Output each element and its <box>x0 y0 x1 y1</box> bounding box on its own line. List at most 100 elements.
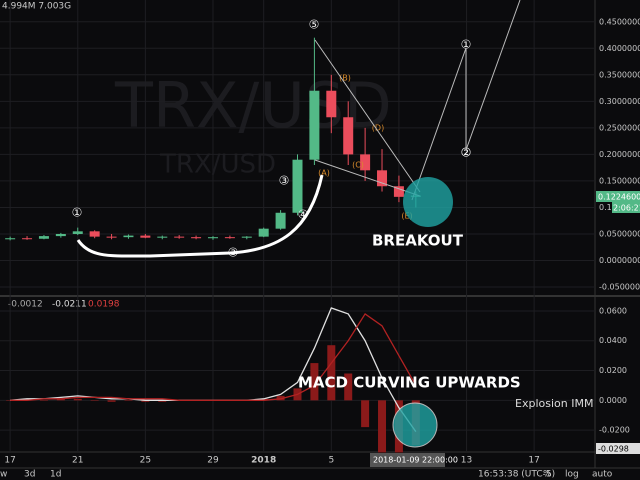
histogram-bar <box>276 395 285 401</box>
histogram-bar <box>259 398 268 401</box>
log-toggle[interactable]: log <box>565 470 579 480</box>
y-tick-label: 0.00000000 <box>599 256 640 265</box>
trend-lines <box>314 0 521 201</box>
volume: 4.994M 7.003G <box>2 2 71 12</box>
range-button[interactable]: 3d <box>24 470 35 480</box>
candle-body <box>140 235 151 238</box>
histogram-bar <box>141 400 150 402</box>
macd-highlight <box>392 402 438 448</box>
candle-body <box>292 159 303 213</box>
wave-label: (C) <box>352 161 364 170</box>
histogram-bar <box>378 400 387 453</box>
cup-curve <box>76 174 324 258</box>
histogram-bar <box>39 400 48 401</box>
last-price: 0.12246000 <box>598 193 640 202</box>
candle-body <box>393 186 404 197</box>
candle-body <box>106 236 117 238</box>
x-tick-label: 5 <box>328 456 334 466</box>
auto-toggle[interactable]: auto <box>592 470 613 480</box>
candle-body <box>123 235 134 238</box>
candle-body <box>275 212 286 229</box>
wave-label: ③ <box>279 174 290 188</box>
wave-label: (A) <box>318 169 330 178</box>
wave-label: (D) <box>372 124 384 133</box>
y-tick-label: 0.0600 <box>599 306 627 315</box>
candle-body <box>191 237 202 239</box>
candle-body <box>258 228 269 237</box>
candle-body <box>72 231 83 234</box>
macd-last: -0.0298 <box>598 445 629 454</box>
x-tick-label: 13 <box>461 456 472 466</box>
candle-body <box>157 236 168 238</box>
macd-value: -0.0012 <box>8 300 43 310</box>
x-tick-label: 17 <box>528 456 539 466</box>
histogram-bar <box>327 345 336 401</box>
x-tick-label: 25 <box>140 456 151 466</box>
candle-body <box>241 236 252 238</box>
percent-toggle[interactable]: % <box>543 470 552 480</box>
wave-label: ② <box>461 146 472 160</box>
histogram-bar <box>158 400 167 402</box>
candle-body <box>360 154 371 171</box>
y-tick-label: -0.0200 <box>599 426 630 435</box>
macd-value: -0.0211 <box>52 300 87 310</box>
indicator-label: Explosion IMM <box>515 397 593 410</box>
histogram-bar <box>361 400 370 428</box>
x-tick-label: 2018 <box>251 456 276 466</box>
wave-label: (E) <box>401 212 412 221</box>
histogram-bar <box>310 363 319 401</box>
candle-body <box>207 237 218 239</box>
macd-line <box>10 313 417 401</box>
histogram-bar <box>107 400 116 402</box>
range-button[interactable]: w <box>0 470 7 480</box>
x-tick-label: 21 <box>72 456 83 466</box>
candle-body <box>5 238 16 240</box>
y-tick-label: 0.0400 <box>599 336 627 345</box>
wave-label: ⑤ <box>309 18 320 32</box>
wave-label: ④ <box>298 208 309 222</box>
wave-label: ① <box>72 206 83 220</box>
histogram-bar <box>124 400 133 401</box>
candle-body <box>22 238 33 240</box>
histogram-bar <box>73 398 82 401</box>
candle-body <box>309 90 320 160</box>
histogram-bar <box>344 373 353 401</box>
crosshair-date: 2018-01-09 22:00:00 <box>373 456 458 465</box>
candle-body <box>55 233 66 237</box>
candle-body <box>174 236 185 238</box>
wave-label: ② <box>461 146 472 160</box>
candle-body <box>377 170 388 187</box>
macd-note: MACD CURVING UPWARDS <box>298 374 521 392</box>
x-tick-label: 29 <box>207 456 219 466</box>
wave-label: (B) <box>339 74 351 83</box>
clock: 16:53:38 (UTC-5) <box>478 470 555 480</box>
countdown: 2:06:21 <box>613 204 640 213</box>
breakout-highlight <box>403 177 453 227</box>
candle-body <box>326 90 337 118</box>
candle-body <box>89 231 100 237</box>
breakout-label: BREAKOUT <box>372 232 464 250</box>
histogram-bar <box>90 400 99 401</box>
histogram-bar <box>56 398 65 401</box>
x-tick-label: 17 <box>4 456 15 466</box>
candle-body <box>38 236 49 239</box>
candle-body <box>343 117 354 155</box>
histogram-bar <box>23 398 32 401</box>
candle-body <box>224 237 235 239</box>
y-tick-label: 0.0000 <box>599 396 627 405</box>
range-button[interactable]: 1d <box>50 470 61 480</box>
wave-label: ① <box>461 38 472 52</box>
y-tick-label: 0.0200 <box>599 366 627 375</box>
macd-value: 0.0198 <box>88 300 120 310</box>
